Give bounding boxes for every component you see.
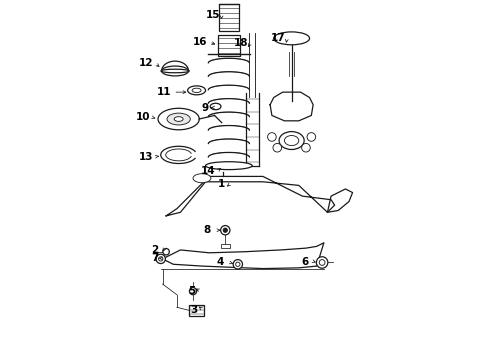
Circle shape <box>236 262 240 266</box>
Polygon shape <box>163 243 324 269</box>
Text: 14: 14 <box>201 166 216 176</box>
Ellipse shape <box>193 174 211 183</box>
Ellipse shape <box>205 162 252 170</box>
Bar <box>219 4 239 31</box>
Text: 9: 9 <box>201 103 208 113</box>
Ellipse shape <box>158 108 199 130</box>
Circle shape <box>233 260 243 269</box>
Text: 12: 12 <box>139 58 154 68</box>
Ellipse shape <box>279 132 304 149</box>
Polygon shape <box>327 189 353 212</box>
Polygon shape <box>270 92 313 121</box>
Text: 4: 4 <box>217 257 224 267</box>
Ellipse shape <box>162 66 189 76</box>
Polygon shape <box>166 176 335 216</box>
Text: 8: 8 <box>204 225 211 235</box>
Bar <box>218 35 240 56</box>
Text: 3: 3 <box>190 305 197 315</box>
Circle shape <box>163 248 170 255</box>
Circle shape <box>302 143 310 152</box>
Ellipse shape <box>174 117 183 121</box>
Ellipse shape <box>167 113 190 125</box>
Circle shape <box>190 288 196 295</box>
Text: 2: 2 <box>151 245 158 255</box>
Text: 10: 10 <box>136 112 150 122</box>
Circle shape <box>223 228 227 232</box>
Ellipse shape <box>274 32 310 45</box>
Text: 13: 13 <box>139 152 154 162</box>
Text: 5: 5 <box>188 286 196 296</box>
Text: 6: 6 <box>302 257 309 267</box>
Text: 1: 1 <box>218 179 225 189</box>
Circle shape <box>317 257 328 268</box>
Circle shape <box>268 133 276 141</box>
Bar <box>221 244 230 248</box>
Text: 16: 16 <box>193 37 207 47</box>
Ellipse shape <box>285 135 299 145</box>
Bar <box>189 305 204 316</box>
Text: 15: 15 <box>205 10 220 20</box>
Circle shape <box>307 133 316 141</box>
Ellipse shape <box>210 103 221 110</box>
Text: 17: 17 <box>270 33 285 43</box>
Ellipse shape <box>161 69 189 73</box>
Circle shape <box>273 143 282 152</box>
Circle shape <box>156 254 166 264</box>
Ellipse shape <box>192 88 201 93</box>
Circle shape <box>319 260 325 265</box>
Text: 7: 7 <box>151 253 158 263</box>
Circle shape <box>220 226 230 235</box>
Ellipse shape <box>188 86 205 95</box>
Text: 11: 11 <box>157 87 171 97</box>
Text: 18: 18 <box>234 38 248 48</box>
Circle shape <box>159 257 163 261</box>
